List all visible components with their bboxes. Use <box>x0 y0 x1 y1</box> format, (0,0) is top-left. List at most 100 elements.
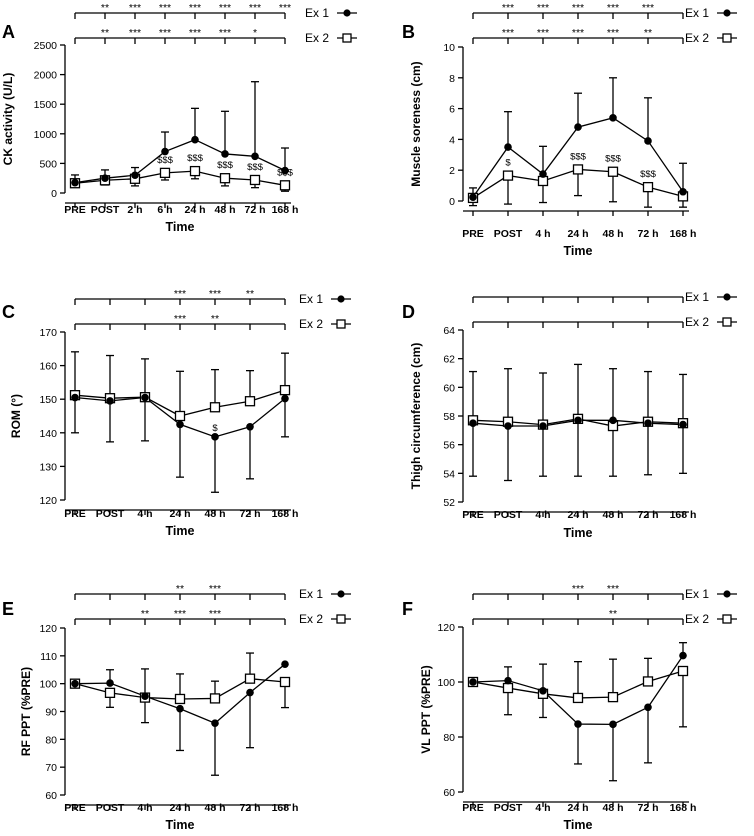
data-point-square <box>642 181 654 193</box>
data-point-circle <box>469 193 477 201</box>
data-point-circle <box>161 147 169 156</box>
significance-marker: * <box>253 27 257 39</box>
significance-marker: ** <box>141 608 149 620</box>
x-tick-label: 72 h <box>637 228 658 240</box>
legend-label: Ex 1 <box>685 587 709 601</box>
data-point-square <box>502 170 514 181</box>
y-tick-label: 60 <box>443 787 455 799</box>
data-point-circle <box>644 137 652 145</box>
data-point-circle <box>469 678 477 686</box>
data-point-square <box>279 180 291 191</box>
x-tick-label: POST <box>91 204 120 216</box>
legend-marker-square <box>722 317 732 327</box>
y-tick-label: 64 <box>443 325 455 337</box>
between-group-marker: $$$ <box>640 169 657 180</box>
between-group-marker: $$$ <box>187 153 204 164</box>
x-tick-label: PRE <box>462 802 484 814</box>
y-tick-label: 90 <box>45 707 57 719</box>
data-point-circle <box>609 416 617 425</box>
x-tick-label: PRE <box>64 204 86 216</box>
legend-marker-circle <box>343 9 351 17</box>
data-point-circle <box>176 704 184 713</box>
significance-marker: *** <box>537 27 549 39</box>
x-tick-label: 168 h <box>670 228 697 240</box>
data-point-circle <box>644 703 652 712</box>
x-tick-label: 168 h <box>272 802 299 814</box>
y-axis-title: ROM (°) <box>9 394 23 438</box>
x-tick-label: 4 h <box>535 509 550 521</box>
data-point-circle <box>504 422 512 430</box>
x-tick-label: 168 h <box>272 204 299 216</box>
y-tick-label: 2000 <box>34 70 58 82</box>
data-point-circle <box>71 178 79 187</box>
data-point-square <box>174 693 186 705</box>
data-point-square <box>572 164 584 175</box>
panel-e: E 60 70 80 90 100 110 120 PRE POST 4 h 24 h 48 h 72 h… <box>2 583 351 832</box>
data-point-circle <box>504 676 512 685</box>
significance-marker: *** <box>159 27 171 39</box>
y-tick-label: 110 <box>40 651 57 663</box>
x-tick-label: 72 h <box>239 802 260 814</box>
y-tick-label: 8 <box>449 73 455 85</box>
y-tick-label: 100 <box>39 679 57 691</box>
x-tick-label: 2 h <box>127 204 142 216</box>
legend-label: Ex 1 <box>299 292 323 306</box>
significance-marker: *** <box>607 583 619 595</box>
significance-marker: ** <box>609 608 617 620</box>
data-point-circle <box>644 419 652 427</box>
data-point-circle <box>246 688 254 697</box>
y-tick-label: 1000 <box>34 129 58 141</box>
x-tick-label: 24 h <box>567 802 588 814</box>
significance-marker: ** <box>644 27 652 39</box>
legend-label: Ex 2 <box>305 31 329 45</box>
x-tick-label: 168 h <box>272 508 299 520</box>
x-axis-title: Time <box>166 220 195 234</box>
data-point-circle <box>504 143 512 151</box>
x-tick-label: POST <box>96 802 125 814</box>
x-tick-label: 168 h <box>670 802 697 814</box>
data-point-circle <box>609 114 617 122</box>
x-axis-title: Time <box>166 524 195 538</box>
data-point-circle <box>71 393 79 402</box>
data-point-circle <box>141 393 149 402</box>
x-tick-label: 48 h <box>602 802 623 814</box>
x-axis-title: Time <box>166 818 195 832</box>
data-point-square <box>209 402 221 413</box>
data-point-circle <box>106 397 114 405</box>
y-axis-title: CK activity (U/L) <box>1 73 15 166</box>
data-point-circle <box>281 394 289 403</box>
x-tick-label: PRE <box>462 228 484 240</box>
y-tick-label: 60 <box>45 790 57 802</box>
significance-marker: *** <box>249 2 261 14</box>
data-point-circle <box>574 416 582 425</box>
data-point-circle <box>106 679 114 687</box>
data-point-square <box>642 676 654 687</box>
y-tick-label: 54 <box>443 468 455 480</box>
data-point-circle <box>176 420 184 429</box>
x-tick-label: 72 h <box>637 802 658 814</box>
panel-d: D 52 54 56 58 60 62 64 PRE POST 4 h 24 h 48 h 72 h 168… <box>402 290 737 540</box>
legend-label: Ex 1 <box>685 6 709 20</box>
legend-marker-square <box>336 614 346 624</box>
legend-label: Ex 1 <box>305 6 329 20</box>
significance-marker: *** <box>129 2 141 14</box>
x-tick-label: 24 h <box>169 508 190 520</box>
significance-marker: *** <box>209 583 221 595</box>
data-point-square <box>279 676 291 688</box>
y-tick-label: 120 <box>437 622 455 634</box>
significance-marker: *** <box>174 313 186 325</box>
data-point-circle <box>141 692 149 700</box>
y-tick-label: 1500 <box>34 99 58 111</box>
between-group-marker: $$$ <box>605 154 622 165</box>
y-tick-label: 4 <box>449 134 455 146</box>
x-tick-label: 72 h <box>239 508 260 520</box>
significance-marker: *** <box>607 2 619 14</box>
data-point-circle <box>281 166 289 175</box>
y-tick-label: 6 <box>449 104 455 116</box>
x-tick-label: 72 h <box>637 509 658 521</box>
data-point-square <box>502 682 514 694</box>
x-tick-label: 24 h <box>567 228 588 240</box>
panel-a: A 0 500 1000 1500 2000 2500 PRE POST 2 h 6 h 24 h 48… <box>1 2 357 234</box>
data-point-circle <box>221 150 229 158</box>
